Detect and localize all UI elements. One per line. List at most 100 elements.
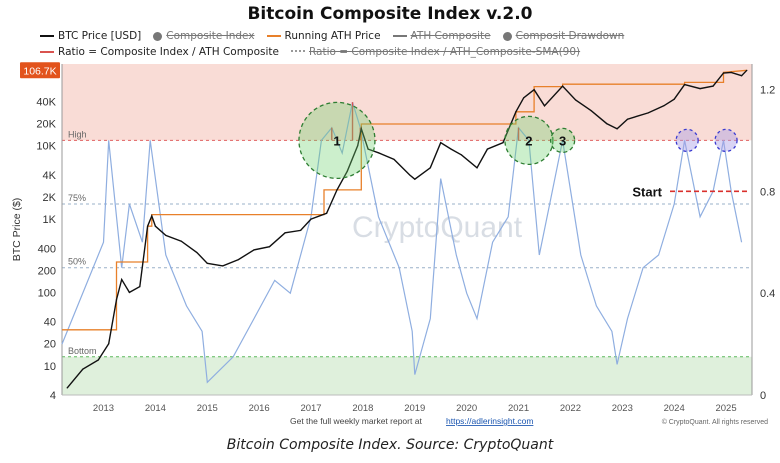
y-tick-label: 10K <box>36 141 56 153</box>
btc-price-point <box>237 259 239 261</box>
btc-price-point <box>502 142 504 144</box>
btc-price-point <box>128 291 131 294</box>
footer-link: https://adlerinsight.com <box>446 416 533 426</box>
legend-swatch <box>392 35 407 37</box>
x-tick-label: 2014 <box>145 403 166 414</box>
y-tick-label: 40K <box>36 97 56 109</box>
btc-price-point <box>196 251 198 254</box>
btc-price-point <box>108 343 110 345</box>
copyright-text: © CryptoQuant. All rights reserved <box>662 418 768 426</box>
btc-price-point <box>741 75 743 77</box>
btc-price-point <box>147 225 149 227</box>
x-tick-label: 2016 <box>249 403 270 414</box>
legend-swatch <box>290 50 305 54</box>
y-tick-label: 4K <box>43 170 57 182</box>
btc-price-point <box>139 286 141 288</box>
legend-swatch <box>153 31 163 41</box>
start-label: Start <box>632 184 662 199</box>
x-tick-label: 2018 <box>352 403 373 414</box>
ratio-series-line <box>61 102 743 384</box>
y-tick-label: 20K <box>36 119 56 131</box>
btc-price-point <box>533 89 535 91</box>
btc-price-point <box>515 111 517 113</box>
band-label: 75% <box>68 193 86 203</box>
btc-price-point <box>268 246 271 248</box>
btc-price-point <box>154 225 156 227</box>
btc-price-point <box>746 69 748 71</box>
btc-price-point <box>336 189 338 191</box>
legend-entry[interactable]: ATH Composite <box>392 28 491 44</box>
y2-tick-label: 0.4 <box>760 288 775 300</box>
btc-price-point <box>575 99 577 101</box>
x-tick-label: 2021 <box>508 403 529 414</box>
x-tick-label: 2017 <box>300 403 321 414</box>
btc-price-point <box>730 71 732 73</box>
btc-price-point <box>97 359 99 361</box>
y-tick-label: 200 <box>38 265 56 277</box>
btc-price-point <box>590 110 592 112</box>
band-label: Bottom <box>68 346 97 356</box>
btc-price-point <box>673 98 675 100</box>
btc-price-point <box>562 85 564 87</box>
y-tick-label: 100 <box>38 287 56 299</box>
peak-circle <box>504 115 554 166</box>
y-tick-label: 10 <box>44 361 56 373</box>
legend-entry[interactable]: Composit Drawdown <box>502 28 624 44</box>
btc-price-point <box>253 249 255 251</box>
x-tick-label: 2022 <box>560 403 581 414</box>
btc-price-point <box>310 218 312 220</box>
y-axis-label: BTC Price ($) <box>11 198 23 262</box>
x-tick-label: 2013 <box>93 403 114 414</box>
current-price-label: 106.7K <box>23 65 56 77</box>
bottom-zone-band <box>62 356 752 395</box>
btc-price-point <box>543 105 546 107</box>
current-price-badge <box>20 62 60 79</box>
ath-price-line <box>62 69 747 331</box>
btc-price-point <box>626 118 629 120</box>
recent-peak-circle <box>675 128 699 153</box>
chart-plot: High75%50%BottomCryptoQuant4102040100200… <box>11 62 775 426</box>
btc-price-point <box>360 128 362 130</box>
y-tick-label: 2K <box>43 192 57 204</box>
btc-price-point <box>393 158 395 161</box>
y2-tick-label: 1.2 <box>760 84 775 96</box>
btc-price-point <box>476 167 478 169</box>
legend-entry[interactable]: BTC Price [USD] <box>40 28 141 44</box>
legend-entry[interactable]: Ratio = Composite Index / ATH_Composite-… <box>290 44 580 60</box>
high-zone-band <box>62 64 752 141</box>
btc-price-point <box>408 174 411 176</box>
legend-swatch <box>502 31 512 41</box>
legend-entry[interactable]: Ratio = Composite Index / ATH Composite <box>40 44 279 60</box>
chart-legend: BTC Price [USD] Composite Index Running AT… <box>40 28 760 60</box>
x-tick-label: 2015 <box>197 403 218 414</box>
btc-price-point <box>180 240 182 242</box>
chart-title: Bitcoin Composite Index v.2.0 <box>247 4 533 24</box>
btc-price-point <box>486 148 489 150</box>
y-tick-label: 400 <box>38 243 56 255</box>
legend-entry[interactable]: Composite Index <box>153 28 255 44</box>
btc-price-point <box>523 97 525 99</box>
legend-entry[interactable]: Running ATH Price <box>266 28 381 44</box>
btc-price-point <box>367 148 369 150</box>
y2-tick-label: 0 <box>760 390 766 402</box>
btc-price-point <box>82 368 84 370</box>
peak-label: 2 <box>525 133 532 148</box>
peak-label: 1 <box>333 133 340 148</box>
btc-price-point <box>722 72 725 74</box>
btc-price-point <box>606 123 608 125</box>
x-tick-label: 2024 <box>664 403 685 414</box>
footer-text: Get the full weekly market report at <box>290 416 422 426</box>
btc-price-point <box>429 167 431 169</box>
legend-swatch <box>40 51 54 53</box>
btc-price-point <box>66 387 68 389</box>
btc-price-point <box>616 128 618 130</box>
peak-circle <box>298 101 376 180</box>
legend-label: Composite Index <box>166 30 255 42</box>
legend-label: Ratio = Composite Index / ATH Composite <box>58 46 279 58</box>
btc-price-point <box>414 178 416 180</box>
legend-label: BTC Price [USD] <box>58 30 142 42</box>
btc-price-point <box>450 148 452 150</box>
peak-circle <box>549 127 576 154</box>
btc-price-point <box>683 84 686 86</box>
btc-price-point <box>325 212 328 214</box>
